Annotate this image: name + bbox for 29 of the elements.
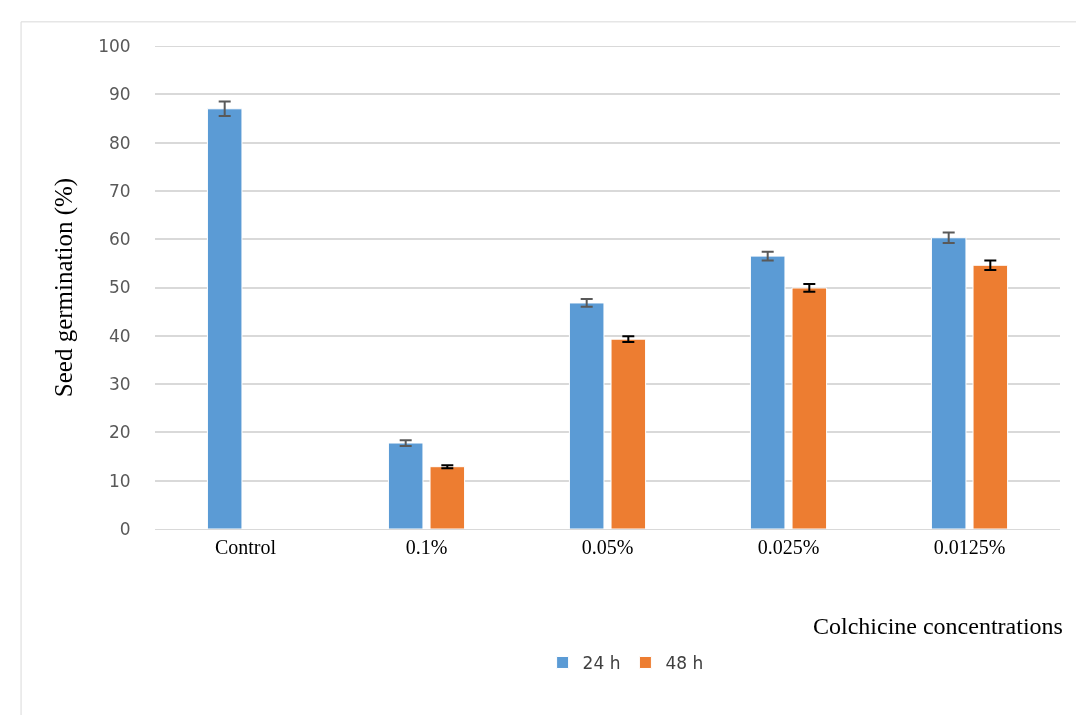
y-axis-title: Seed germination (%)	[49, 177, 78, 398]
bar	[610, 338, 647, 529]
y-tick-label: 20	[108, 422, 131, 443]
bar	[930, 237, 967, 529]
legend-label: 24 h	[582, 653, 621, 674]
x-tick-label: 0.05%	[581, 536, 634, 558]
bar	[749, 255, 786, 529]
y-tick-label: 70	[108, 180, 131, 201]
x-tick-label: 0.0125%	[933, 536, 1006, 558]
bar	[791, 287, 828, 529]
bar	[206, 108, 243, 529]
y-tick-label: 50	[108, 277, 131, 298]
y-tick-label: 30	[108, 374, 131, 395]
y-tick-label: 10	[108, 470, 131, 491]
y-tick-label: 60	[108, 229, 131, 250]
y-tick-label: 90	[108, 84, 131, 105]
y-tick-label: 0	[119, 518, 131, 539]
x-axis-title: Colchicine concentrations	[813, 613, 1063, 639]
bar	[972, 264, 1009, 529]
y-tick-label: 80	[108, 132, 131, 153]
bar	[429, 466, 466, 529]
x-tick-label: 0.1%	[405, 536, 448, 558]
y-tick-label: 40	[108, 325, 131, 346]
y-tick-label: 100	[98, 35, 131, 56]
bar	[568, 302, 605, 529]
x-tick-label: Control	[214, 536, 277, 558]
x-tick-label: 0.025%	[757, 536, 820, 558]
legend-label: 48 h	[665, 653, 704, 674]
bar	[387, 442, 424, 529]
